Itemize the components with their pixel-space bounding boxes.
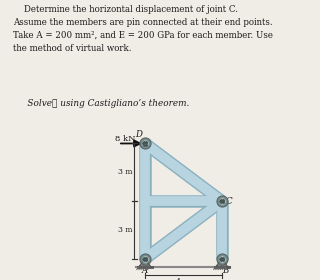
Text: A: A — [142, 265, 148, 275]
Text: Solve❘ using Castigliano’s theorem.: Solve❘ using Castigliano’s theorem. — [13, 99, 189, 108]
Text: D: D — [135, 130, 142, 139]
Text: 3 m: 3 m — [118, 226, 133, 234]
Text: B: B — [222, 265, 228, 275]
Text: Determine the horizontal displacement of joint C.
Assume the members are pin con: Determine the horizontal displacement of… — [13, 5, 273, 53]
Text: C: C — [225, 197, 232, 206]
Text: 4 m: 4 m — [176, 277, 191, 280]
Polygon shape — [216, 259, 227, 266]
Text: 8 kN: 8 kN — [115, 135, 136, 143]
Text: 3 m: 3 m — [118, 168, 133, 176]
Polygon shape — [140, 259, 150, 266]
